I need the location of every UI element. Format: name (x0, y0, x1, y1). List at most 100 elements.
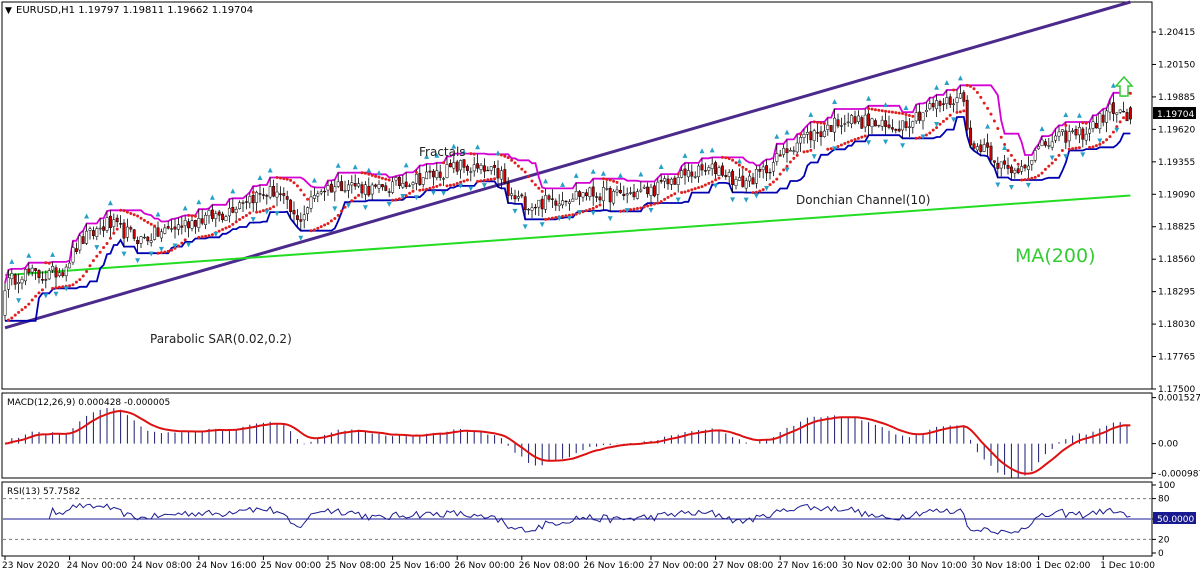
candle-body (472, 164, 476, 172)
candle-body (360, 184, 364, 194)
sar-dot (618, 209, 622, 213)
candle-body (210, 209, 214, 219)
sar-dot (690, 188, 694, 192)
sar-dot (486, 178, 490, 182)
candle-body (336, 181, 340, 187)
sar-dot (377, 175, 381, 179)
sar-dot (435, 184, 439, 188)
sar-dot (51, 286, 55, 290)
x-tick-label: 27 Nov 16:00 (777, 561, 838, 571)
sar-dot (663, 197, 667, 201)
sar-dot (612, 179, 616, 183)
fractal-up-marker (638, 171, 644, 177)
sar-dot (323, 223, 327, 227)
sar-dot (387, 178, 391, 182)
candle-body (183, 220, 187, 227)
candle-body (367, 186, 371, 196)
y-tick-label: 1.17500 (1158, 385, 1195, 395)
fractal-up-marker (335, 162, 341, 168)
candle-body (1111, 102, 1115, 114)
candle-body (846, 121, 850, 124)
fractal-down-marker (920, 134, 926, 140)
candle-body (244, 201, 248, 203)
candle-body (649, 186, 653, 196)
sar-dot (1040, 171, 1044, 175)
sar-dot (1091, 145, 1095, 149)
sar-dot (91, 259, 95, 263)
sar-dot (431, 185, 435, 189)
candle-body (989, 145, 993, 161)
sar-dot (71, 283, 75, 287)
sar-dot (299, 188, 303, 192)
candle-body (459, 160, 463, 171)
sar-dot (805, 149, 809, 153)
candle-body (37, 270, 41, 278)
candle-body (1088, 128, 1092, 134)
sar-dot (37, 291, 41, 295)
sar-dot (34, 294, 38, 298)
candle-body (408, 185, 412, 187)
candle-body (795, 142, 799, 153)
fractal-down-marker (53, 291, 59, 297)
candle-body (863, 114, 867, 128)
candle-body (448, 163, 452, 168)
candle-body (778, 154, 782, 157)
sar-dot (224, 226, 228, 230)
sar-dot (955, 110, 959, 114)
fractal-up-marker (424, 153, 430, 159)
candle-body (1122, 110, 1126, 113)
candle-body (1077, 127, 1081, 136)
candle-body (904, 121, 908, 128)
fractal-up-marker (84, 213, 90, 219)
candle-body (945, 97, 949, 104)
candle-body (554, 200, 558, 206)
sar-dot (724, 156, 728, 160)
fractal-up-marker (26, 252, 32, 258)
x-tick-label: 30 Nov 18:00 (971, 561, 1032, 571)
candle-body (914, 112, 918, 122)
candle-body (1043, 141, 1047, 146)
fractal-down-marker (675, 197, 681, 203)
sar-dot (523, 170, 527, 174)
candle-body (282, 193, 286, 196)
sar-dot (261, 209, 265, 213)
rsi-line (5, 502, 1131, 535)
sar-dot (999, 135, 1003, 139)
candle-body (425, 171, 429, 180)
fractal-down-marker (135, 258, 141, 264)
candle-body (265, 195, 269, 197)
candle-body (394, 177, 398, 181)
candle-body (669, 178, 673, 185)
sar-dot (108, 236, 112, 240)
fractal-down-marker (1114, 127, 1120, 133)
fractal-down-marker (1097, 138, 1103, 144)
sar-dot (646, 204, 650, 208)
sar-dot (489, 177, 493, 181)
candle-body (887, 124, 891, 128)
fractal-down-marker (468, 186, 474, 192)
fractal-down-marker (995, 182, 1001, 188)
candle-body (180, 225, 184, 228)
fractal-up-marker (709, 147, 715, 153)
sar-dot (1057, 153, 1061, 157)
fractal-up-marker (311, 177, 317, 183)
sar-dot (159, 251, 163, 255)
candle-body (1098, 113, 1102, 129)
rsi-level-tag: 50.0000 (1157, 515, 1194, 525)
candle-body (387, 191, 391, 193)
candle-body (132, 229, 136, 239)
sar-dot (1101, 140, 1105, 144)
candle-body (370, 184, 374, 195)
fractal-down-marker (158, 246, 164, 252)
sar-dot (47, 261, 51, 265)
candle-body (442, 178, 446, 180)
candle-body (1081, 128, 1085, 140)
sar-dot (605, 177, 609, 181)
candle-body (207, 210, 211, 217)
candle-body (884, 120, 888, 127)
sar-dot (156, 251, 160, 255)
candle-body (639, 189, 643, 192)
fractal-up-marker (50, 251, 56, 257)
sar-dot (112, 231, 116, 235)
fractal-down-marker (43, 293, 49, 299)
